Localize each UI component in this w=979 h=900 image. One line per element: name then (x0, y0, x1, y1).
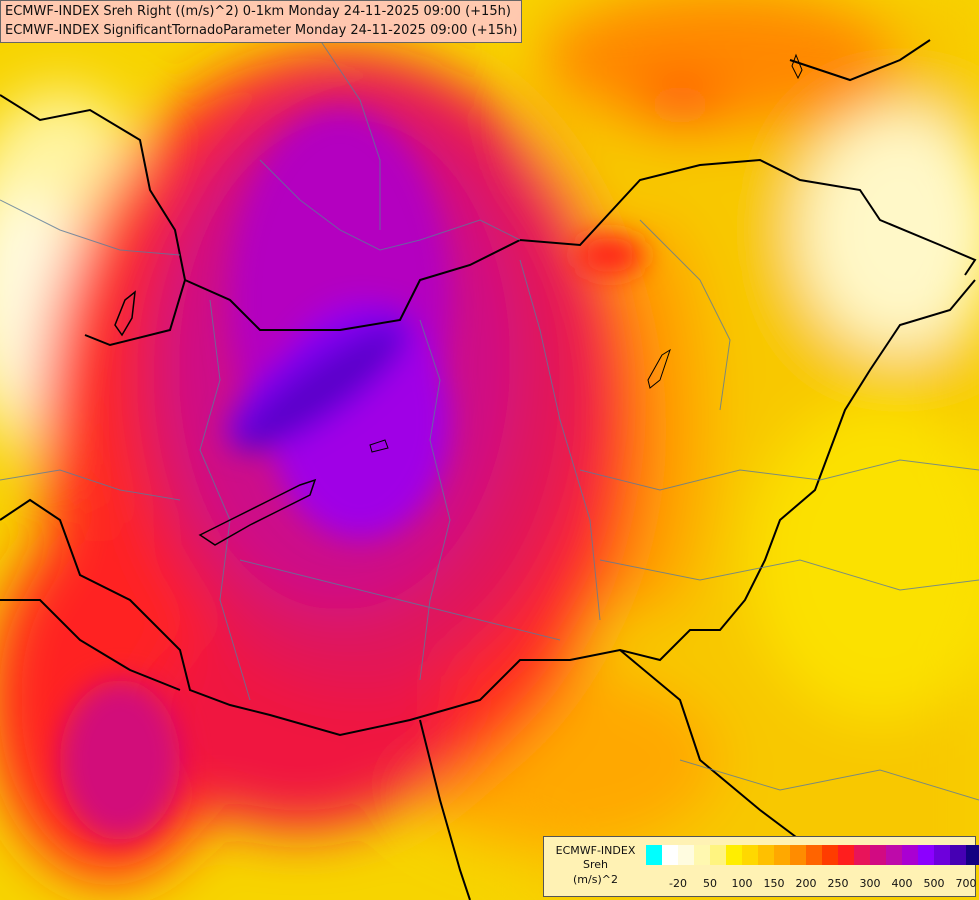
color-legend: ECMWF-INDEX Sreh (m/s)^2 -20 50 100 150 200 2… (543, 836, 979, 897)
legend-swatch (854, 845, 870, 865)
title-line-stp: ECMWF-INDEX SignificantTornadoParameter … (5, 23, 518, 38)
legend-swatch (662, 845, 678, 865)
legend-variable: Sreh (582, 858, 608, 871)
legend-tick-label: 50 (703, 877, 717, 890)
legend-tick-label: 700 (955, 877, 977, 890)
legend-tick-label: 150 (763, 877, 785, 890)
legend-swatch (710, 845, 726, 865)
legend-swatch (902, 845, 918, 865)
legend-swatch (838, 845, 854, 865)
legend-tick-label: 250 (827, 877, 849, 890)
legend-swatch (742, 845, 758, 865)
legend-tick-label: 500 (923, 877, 945, 890)
legend-swatch (870, 845, 886, 865)
legend-tick-label: 400 (891, 877, 913, 890)
legend-swatch (918, 845, 934, 865)
region-borders (0, 39, 979, 801)
small-lake-north (791, 53, 803, 80)
map-title-box: ECMWF-INDEX Sreh Right ((m/s)^2) 0-1km M… (0, 0, 523, 43)
legend-swatch (678, 845, 694, 865)
legend-swatch (822, 845, 838, 865)
legend-swatch (886, 845, 902, 865)
legend-swatch (950, 845, 966, 865)
legend-unit: (m/s)^2 (573, 873, 618, 886)
legend-swatch (726, 845, 742, 865)
legend-swatch (966, 845, 979, 865)
legend-tick-label: -20 (669, 877, 687, 890)
legend-swatch (774, 845, 790, 865)
title-line-sreh: ECMWF-INDEX Sreh Right ((m/s)^2) 0-1km M… (5, 4, 511, 19)
legend-color-scale (646, 845, 979, 865)
legend-tick-label: 200 (795, 877, 817, 890)
country-borders (0, 39, 977, 900)
legend-swatch (694, 845, 710, 865)
legend-swatch (758, 845, 774, 865)
legend-swatch (790, 845, 806, 865)
legend-swatch (806, 845, 822, 865)
legend-model: ECMWF-INDEX (555, 844, 636, 857)
lake-tisza (647, 348, 671, 389)
lake-balaton (198, 478, 317, 546)
legend-tick-label: 300 (859, 877, 881, 890)
lake-neusiedl (114, 290, 136, 337)
legend-ticks: -20 50 100 150 200 250 300 400 500 700 (544, 837, 976, 896)
lake-velence (369, 439, 389, 453)
legend-swatch (646, 845, 662, 865)
legend-swatch (934, 845, 950, 865)
legend-tick-label: 100 (731, 877, 753, 890)
